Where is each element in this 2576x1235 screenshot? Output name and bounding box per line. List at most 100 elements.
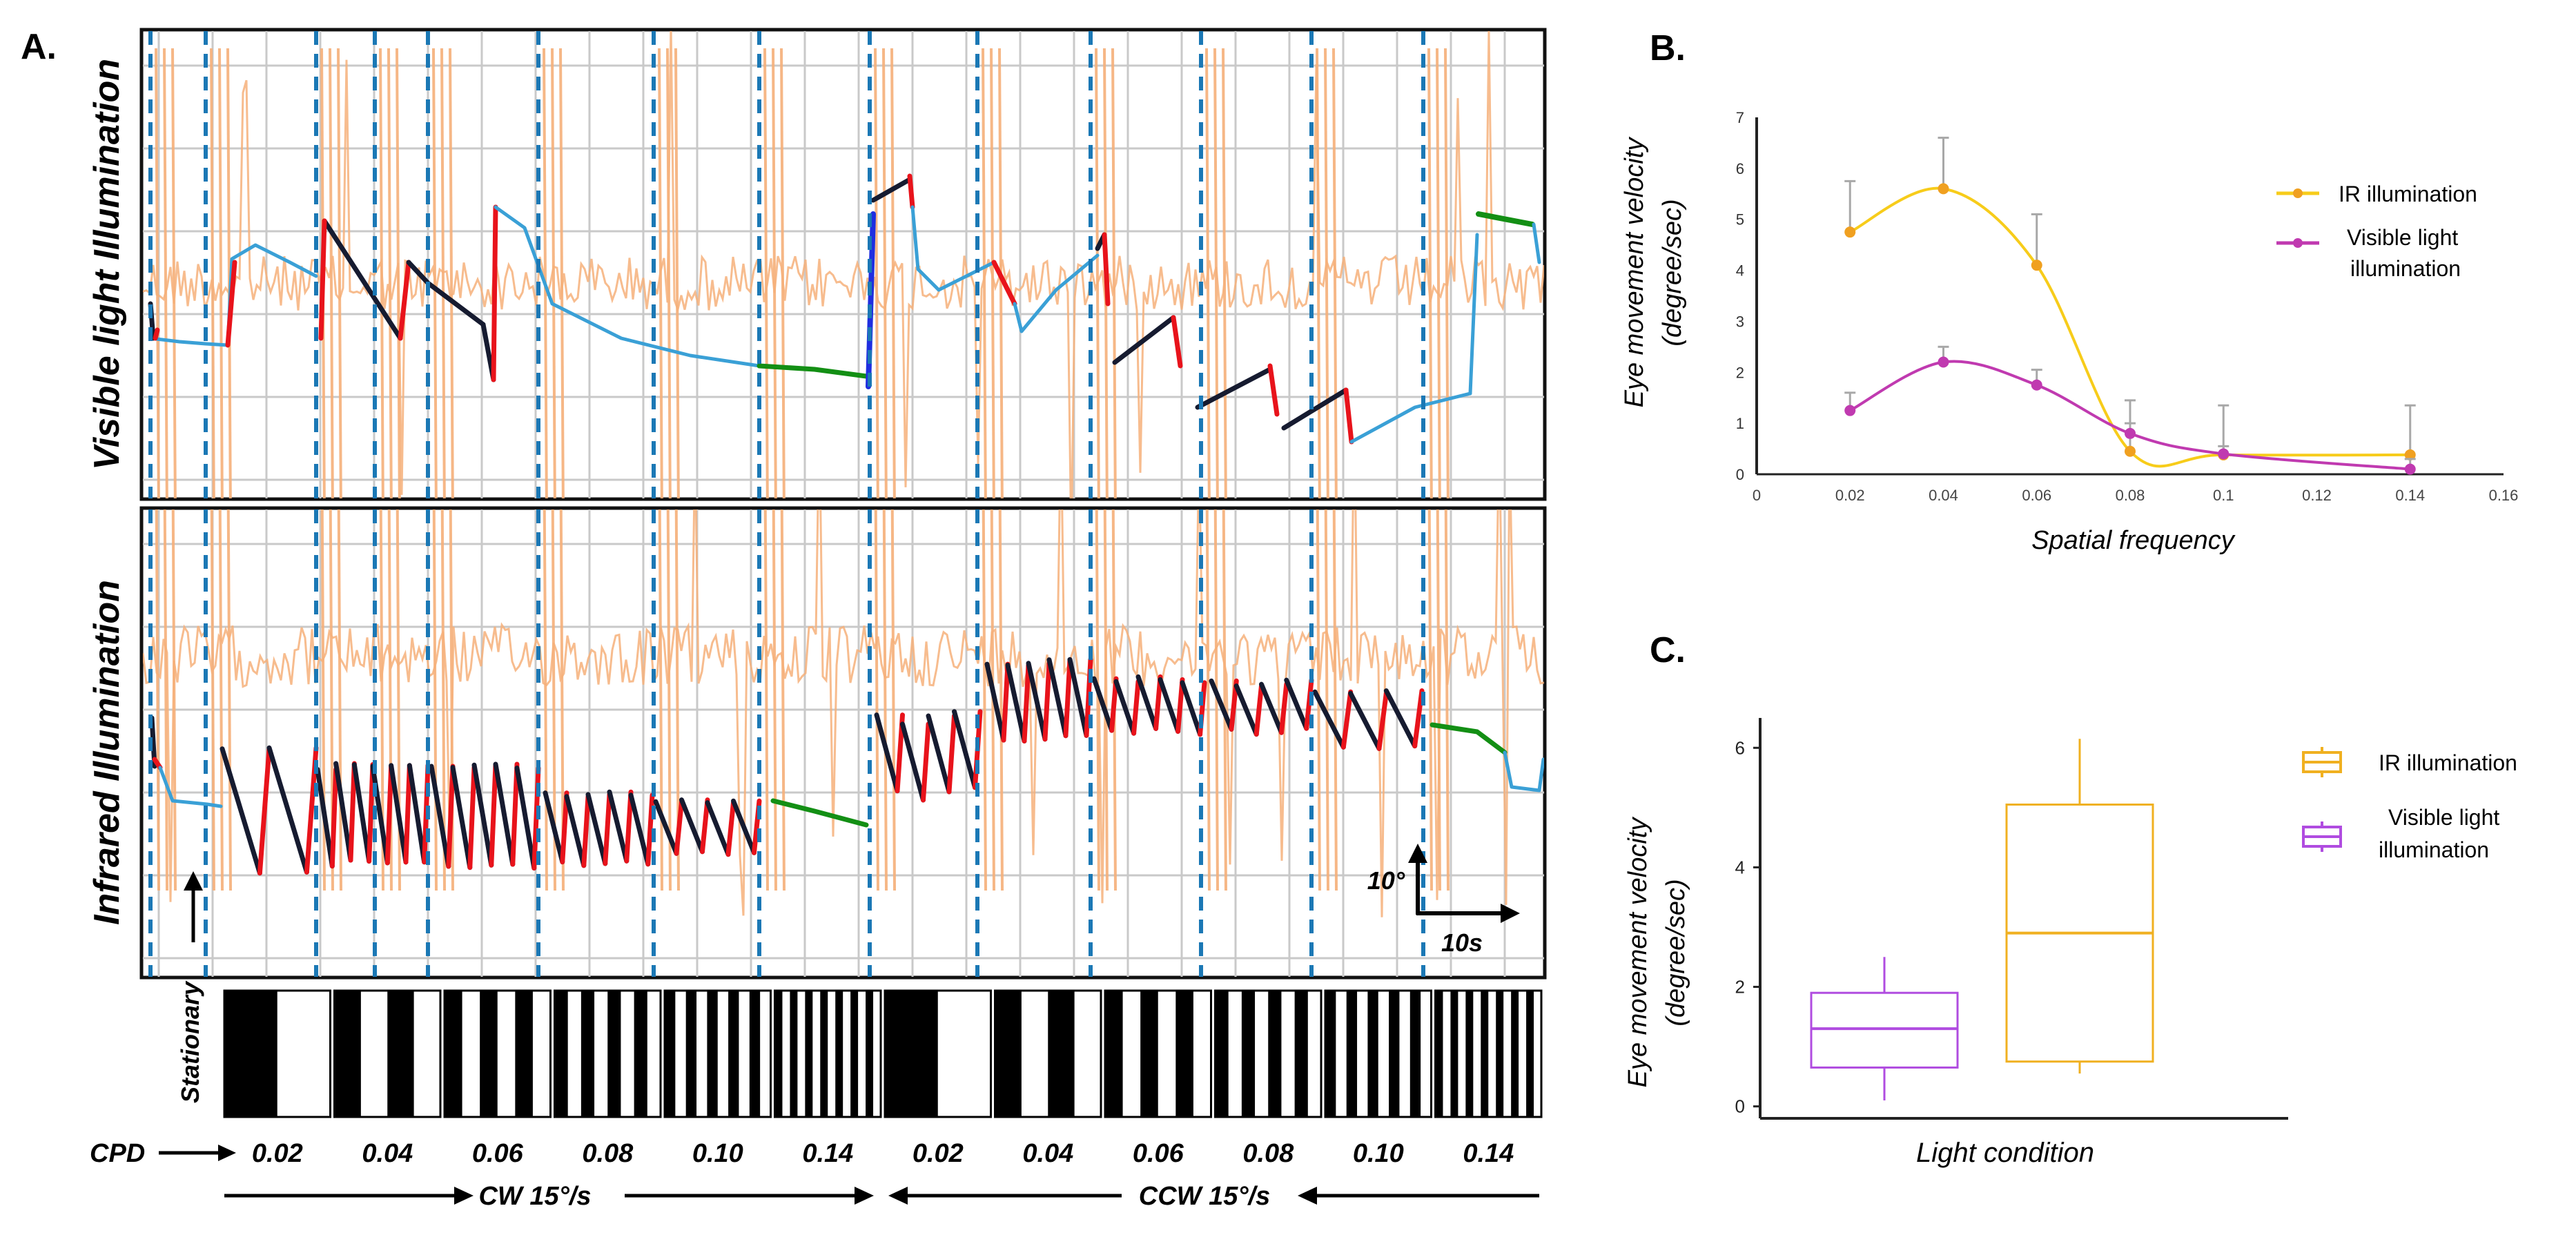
fast-phase-segment <box>603 792 612 866</box>
b-xtick-label: 0.16 <box>2489 487 2519 504</box>
c-ytick-label: 6 <box>1735 737 1745 758</box>
b-ytick-label: 6 <box>1736 160 1744 177</box>
frequency-label: 0.06 <box>472 1139 524 1168</box>
b-data-point <box>2031 379 2042 391</box>
fast-phase-segment <box>1343 387 1354 445</box>
grating-stripe <box>1435 991 1443 1117</box>
slow-phase-segment <box>219 746 262 876</box>
ccw-label: CCW 15°/s <box>1139 1182 1270 1211</box>
panel-b-letter: B. <box>1650 28 1686 68</box>
stationary-label: Stationary <box>176 980 204 1103</box>
slow-phase-segment <box>471 762 494 868</box>
frequency-labels: 0.02 0.04 0.06 0.08 0.10 0.14 0.02 0.04 0.06 0.08… <box>252 1139 1514 1168</box>
b-data-point <box>1844 226 1856 238</box>
b-xtick-label: 0.1 <box>2213 487 2234 504</box>
grating-stripe <box>224 991 277 1117</box>
fast-phase-segment <box>1153 674 1163 731</box>
slow-phase-segment <box>1112 315 1176 365</box>
raw-trace-spike <box>1111 509 1117 891</box>
c-xlabel: Light condition <box>1916 1138 2094 1168</box>
panel-a-letter: A. <box>21 27 57 67</box>
raw-trace-spike <box>210 48 215 498</box>
slow-phase-segment <box>407 763 427 865</box>
raw-trace-spike <box>1444 509 1450 891</box>
fast-phase-segment <box>367 762 375 864</box>
grating-stripe <box>1105 991 1123 1117</box>
slow-phase-segment <box>900 721 926 803</box>
eye-trace-drift <box>1013 253 1100 333</box>
grating-stripe <box>1294 991 1308 1117</box>
raw-trace-spike <box>674 48 680 498</box>
raw-trace-spike <box>1316 509 1321 891</box>
grating-box <box>663 989 772 1118</box>
grating-stripe <box>1389 991 1400 1117</box>
grating-stripe <box>835 991 843 1117</box>
fast-phase-segment <box>348 761 357 863</box>
grating-stripe <box>634 991 647 1117</box>
fast-phase-segment <box>1022 662 1031 743</box>
b-xtick-label: 0.02 <box>1835 487 1865 504</box>
scale-vertical-label: 10° <box>1367 866 1405 895</box>
fast-phase-segment <box>1001 661 1011 743</box>
b-series-line <box>1849 360 2410 471</box>
slow-phase-segment <box>333 761 353 863</box>
fast-phase-segment <box>318 218 327 341</box>
cw-label: CW 15°/s <box>478 1182 591 1211</box>
raw-trace-spike <box>763 509 769 891</box>
c-box <box>2005 739 2154 1074</box>
raw-trace-spike <box>666 48 672 498</box>
c-ylabel-line1: Eye movement velocity <box>1623 817 1652 1088</box>
b-xlabel: Spatial frequency <box>2031 526 2236 555</box>
raw-trace-spike <box>1427 509 1433 891</box>
raw-trace-spike <box>440 48 446 498</box>
raw-trace-spike <box>1213 509 1219 891</box>
raw-trace-spike <box>1316 48 1321 498</box>
raw-trace-spike <box>874 48 879 498</box>
slow-phase-segment <box>450 765 473 871</box>
fast-phase-segment <box>1175 677 1185 734</box>
eye-trace-drift <box>1468 233 1479 396</box>
fast-phase-segment <box>674 799 684 856</box>
frequency-label: 0.08 <box>1242 1139 1294 1168</box>
slow-phase-segment <box>429 764 451 869</box>
fast-phase-segment <box>403 763 412 865</box>
grating-stripe <box>820 991 828 1117</box>
c-box <box>1810 957 1959 1101</box>
slow-phase-segment <box>1312 689 1346 750</box>
raw-trace-spike <box>337 48 342 498</box>
grating-stripe <box>1215 991 1229 1117</box>
fast-phase-segment <box>446 764 456 869</box>
frequency-label: 0.14 <box>1463 1139 1514 1168</box>
b-ylabel-line2: (degree/sec) <box>1658 199 1687 346</box>
grating-stripe <box>707 991 718 1117</box>
raw-trace-spike <box>990 48 995 498</box>
fast-phase-segment <box>1109 676 1119 733</box>
slow-phase-segment <box>1067 657 1089 738</box>
fast-phase-segment <box>907 173 915 210</box>
slow-phase-segment <box>351 762 372 864</box>
raw-trace-spike <box>171 509 177 891</box>
grating-stripe <box>1526 991 1534 1117</box>
frequency-label: 0.02 <box>913 1139 964 1168</box>
grating-stripe <box>554 991 568 1117</box>
raw-trace-spike <box>780 509 786 891</box>
grating-box <box>333 989 442 1118</box>
raw-trace-spike <box>998 48 1004 498</box>
raw-trace-spike <box>1095 509 1100 891</box>
raw-trace-spike <box>1324 509 1329 891</box>
fast-phase-segment <box>1131 679 1141 736</box>
slow-phase-segment <box>322 218 403 341</box>
b-data-point <box>2031 260 2042 271</box>
raw-trace-spike <box>1436 48 1441 498</box>
raw-trace-spike <box>1436 509 1441 891</box>
b-xtick-label: 0.08 <box>2116 487 2145 504</box>
frequency-label: 0.14 <box>802 1139 853 1168</box>
raw-trace-spike <box>1205 48 1211 498</box>
slow-phase-segment <box>1026 661 1048 742</box>
raw-trace-spike <box>674 509 680 891</box>
slow-phase-segment <box>705 800 731 857</box>
ccw-direction: CCW 15°/s <box>888 1182 1539 1211</box>
slow-phase-segment <box>628 792 651 867</box>
eye-trace-drift <box>1349 391 1472 444</box>
cw-direction: CW 15°/s <box>224 1182 874 1211</box>
